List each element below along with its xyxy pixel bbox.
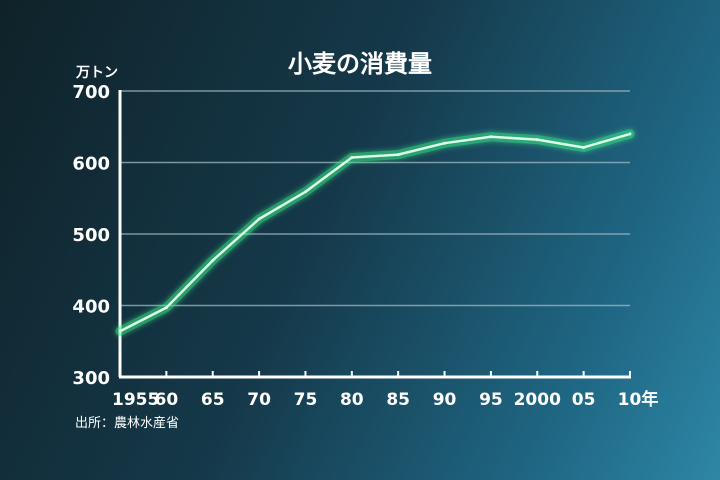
series-group: [115, 129, 635, 336]
y-tick-label: 500: [72, 225, 110, 246]
y-tick-label: 600: [72, 154, 110, 175]
x-tick-label: 2000: [514, 390, 561, 410]
source-note: 出所：農林水産省: [75, 415, 179, 431]
data-point: [211, 258, 215, 262]
x-tick-label: 70: [247, 390, 271, 410]
chart-title: 小麦の消費量: [288, 50, 432, 78]
y-tick-labels: 300 400 500 600 700: [72, 82, 110, 389]
y-tick-label: 300: [72, 368, 110, 389]
data-point: [443, 141, 447, 145]
data-point: [303, 190, 307, 194]
y-axis-unit: 万トン: [75, 65, 118, 81]
data-point: [396, 153, 400, 157]
x-tick-label: 75: [294, 390, 318, 410]
data-point: [118, 329, 122, 333]
series-line-glow: [115, 129, 635, 336]
data-point: [257, 217, 261, 221]
x-tick-label: 95: [479, 390, 503, 410]
y-tick-label: 400: [72, 297, 110, 318]
x-tick-label: 65: [201, 390, 225, 410]
x-tick-label: 60: [155, 390, 179, 410]
data-point: [582, 145, 586, 149]
x-tick-label: 85: [386, 390, 410, 410]
x-tick-label: 90: [433, 390, 457, 410]
data-point: [350, 155, 354, 159]
y-tick-label: 700: [72, 82, 110, 103]
series-line: [118, 132, 632, 333]
data-point: [164, 306, 168, 310]
x-tick-label: 1955: [112, 390, 159, 410]
x-tick-label: 80: [340, 390, 364, 410]
x-tick-label: 05: [572, 390, 596, 410]
x-tick-label: 10年: [618, 389, 659, 410]
data-point: [489, 135, 493, 139]
gridlines: [120, 90, 630, 307]
data-point: [628, 132, 632, 136]
data-point: [535, 138, 539, 142]
